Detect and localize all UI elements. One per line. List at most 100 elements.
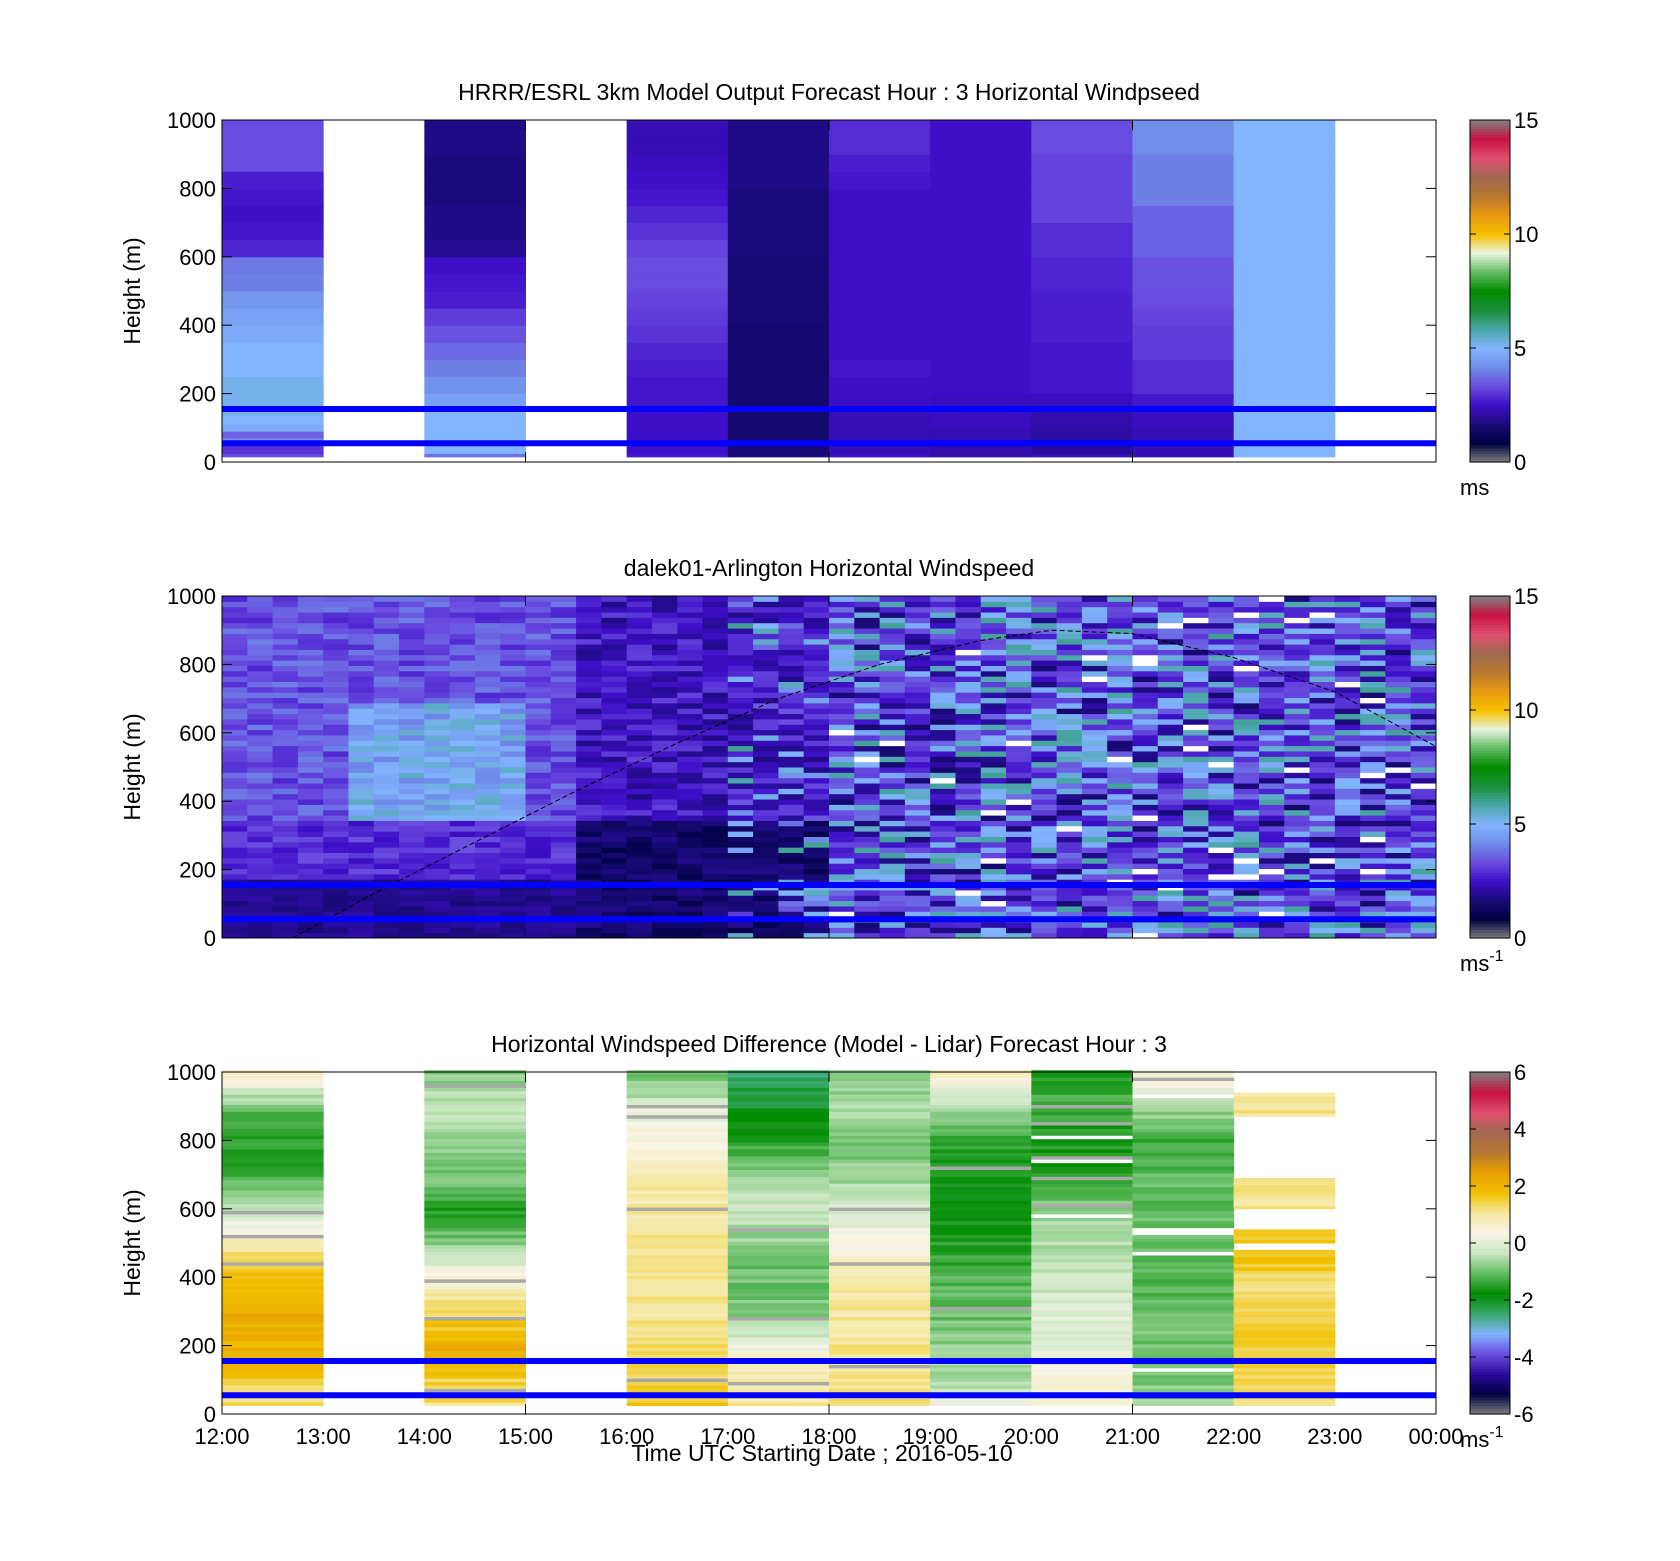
heatmap-cell [399, 686, 425, 693]
heatmap-cell [829, 1268, 931, 1273]
heatmap-cell [854, 649, 881, 656]
heatmap-cell [651, 686, 678, 693]
heatmap-cell [1258, 900, 1285, 907]
heatmap-cell [1258, 713, 1285, 720]
heatmap-cell [1410, 825, 1437, 832]
heatmap-cell [1132, 1152, 1235, 1157]
colorbar-segment [1470, 1265, 1510, 1270]
heatmap-cell [500, 793, 526, 800]
heatmap-cell [930, 1268, 1032, 1273]
heatmap-cell [222, 676, 248, 682]
heatmap-cell [1208, 681, 1235, 688]
heatmap-cell [1132, 171, 1235, 189]
heatmap-cell [1006, 740, 1032, 747]
heatmap-cell [1284, 831, 1311, 837]
heatmap-cell [930, 783, 956, 789]
heatmap-cell [373, 932, 400, 939]
heatmap-cell [323, 628, 349, 634]
colorbar-segment [1470, 1228, 1510, 1233]
heatmap-cell [222, 1350, 324, 1355]
heatmap-cell [904, 596, 931, 602]
heatmap-cell [1233, 601, 1260, 608]
heatmap-cell [222, 1289, 324, 1294]
heatmap-cell [727, 1090, 830, 1095]
heatmap-cell [626, 1354, 729, 1359]
heatmap-cell [626, 1364, 729, 1369]
heatmap-cell [348, 713, 375, 720]
heatmap-cell [626, 1231, 729, 1235]
heatmap-cell [1056, 905, 1083, 912]
heatmap-cell [576, 644, 602, 650]
heatmap-cell [1132, 873, 1159, 880]
colorbar-segment [1470, 858, 1510, 862]
heatmap-cell [727, 601, 754, 608]
heatmap-cell [222, 863, 248, 870]
heatmap-cell [373, 708, 400, 715]
heatmap-cell [1056, 734, 1083, 741]
heatmap-cell [1132, 777, 1159, 784]
heatmap-cell [1233, 1398, 1336, 1403]
heatmap-cell [424, 708, 451, 715]
heatmap-cell [955, 638, 982, 645]
heatmap-cell [348, 686, 375, 693]
heatmap-cell [930, 1272, 1032, 1276]
heatmap-cell [1284, 911, 1311, 918]
heatmap-cell [1233, 1181, 1336, 1186]
heatmap-cell [1107, 868, 1133, 875]
heatmap-cell [626, 1104, 729, 1109]
heatmap-cell [297, 644, 324, 650]
heatmap-cell [1081, 921, 1108, 928]
heatmap-cell [1385, 868, 1412, 875]
heatmap-cell [727, 702, 754, 709]
heatmap-cell [1233, 1095, 1336, 1100]
heatmap-cell [829, 1148, 931, 1153]
heatmap-cell [829, 911, 855, 918]
heatmap-cell [1132, 1313, 1235, 1318]
heatmap-cell [955, 852, 982, 859]
heatmap-cell [626, 1217, 729, 1222]
heatmap-cell [1385, 932, 1412, 939]
heatmap-cell [1208, 745, 1235, 752]
colorbar-segment [1470, 644, 1510, 648]
heatmap-cell [1081, 644, 1108, 650]
panel-title: HRRR/ESRL 3km Model Output Forecast Hour… [458, 79, 1200, 105]
colorbar-segment [1470, 1311, 1510, 1315]
heatmap-cell [1233, 670, 1260, 677]
heatmap-cell [500, 873, 526, 880]
heatmap-cell [1334, 745, 1361, 752]
heatmap-cell [1410, 756, 1437, 763]
heatmap-cell [222, 222, 324, 241]
heatmap-cell [576, 820, 602, 827]
heatmap-cell [702, 799, 729, 805]
heatmap-cell [550, 815, 577, 821]
heatmap-cell [348, 932, 375, 939]
colorbar-segment [1470, 225, 1510, 229]
heatmap-cell [930, 1275, 1032, 1280]
heatmap-cell [474, 889, 501, 896]
heatmap-cell [247, 612, 274, 618]
heatmap-cell [1157, 868, 1184, 875]
heatmap-cell [1284, 905, 1311, 912]
colorbar-segment [1470, 1183, 1510, 1187]
heatmap-cell [424, 1248, 526, 1253]
heatmap-cell [955, 729, 982, 736]
heatmap-cell [651, 799, 678, 805]
heatmap-cell [1258, 681, 1285, 688]
heatmap-cell [753, 702, 779, 709]
heatmap-cell [904, 676, 931, 682]
heatmap-cell [424, 596, 451, 602]
heatmap-cell [297, 676, 324, 682]
heatmap-cell [1334, 750, 1361, 757]
heatmap-cell [424, 622, 451, 629]
heatmap-cell [1031, 1155, 1133, 1160]
heatmap-cell [727, 1381, 830, 1386]
heatmap-cell [1006, 686, 1032, 693]
colorbar-segment [1470, 322, 1510, 326]
heatmap-cell [1385, 804, 1412, 811]
heatmap-cell [930, 809, 956, 816]
heatmap-cell [1233, 205, 1336, 224]
heatmap-cell [626, 1203, 729, 1208]
heatmap-cell [576, 665, 602, 672]
colorbar-segment [1470, 1348, 1510, 1352]
colorbar-tick-label: 0 [1514, 450, 1526, 475]
